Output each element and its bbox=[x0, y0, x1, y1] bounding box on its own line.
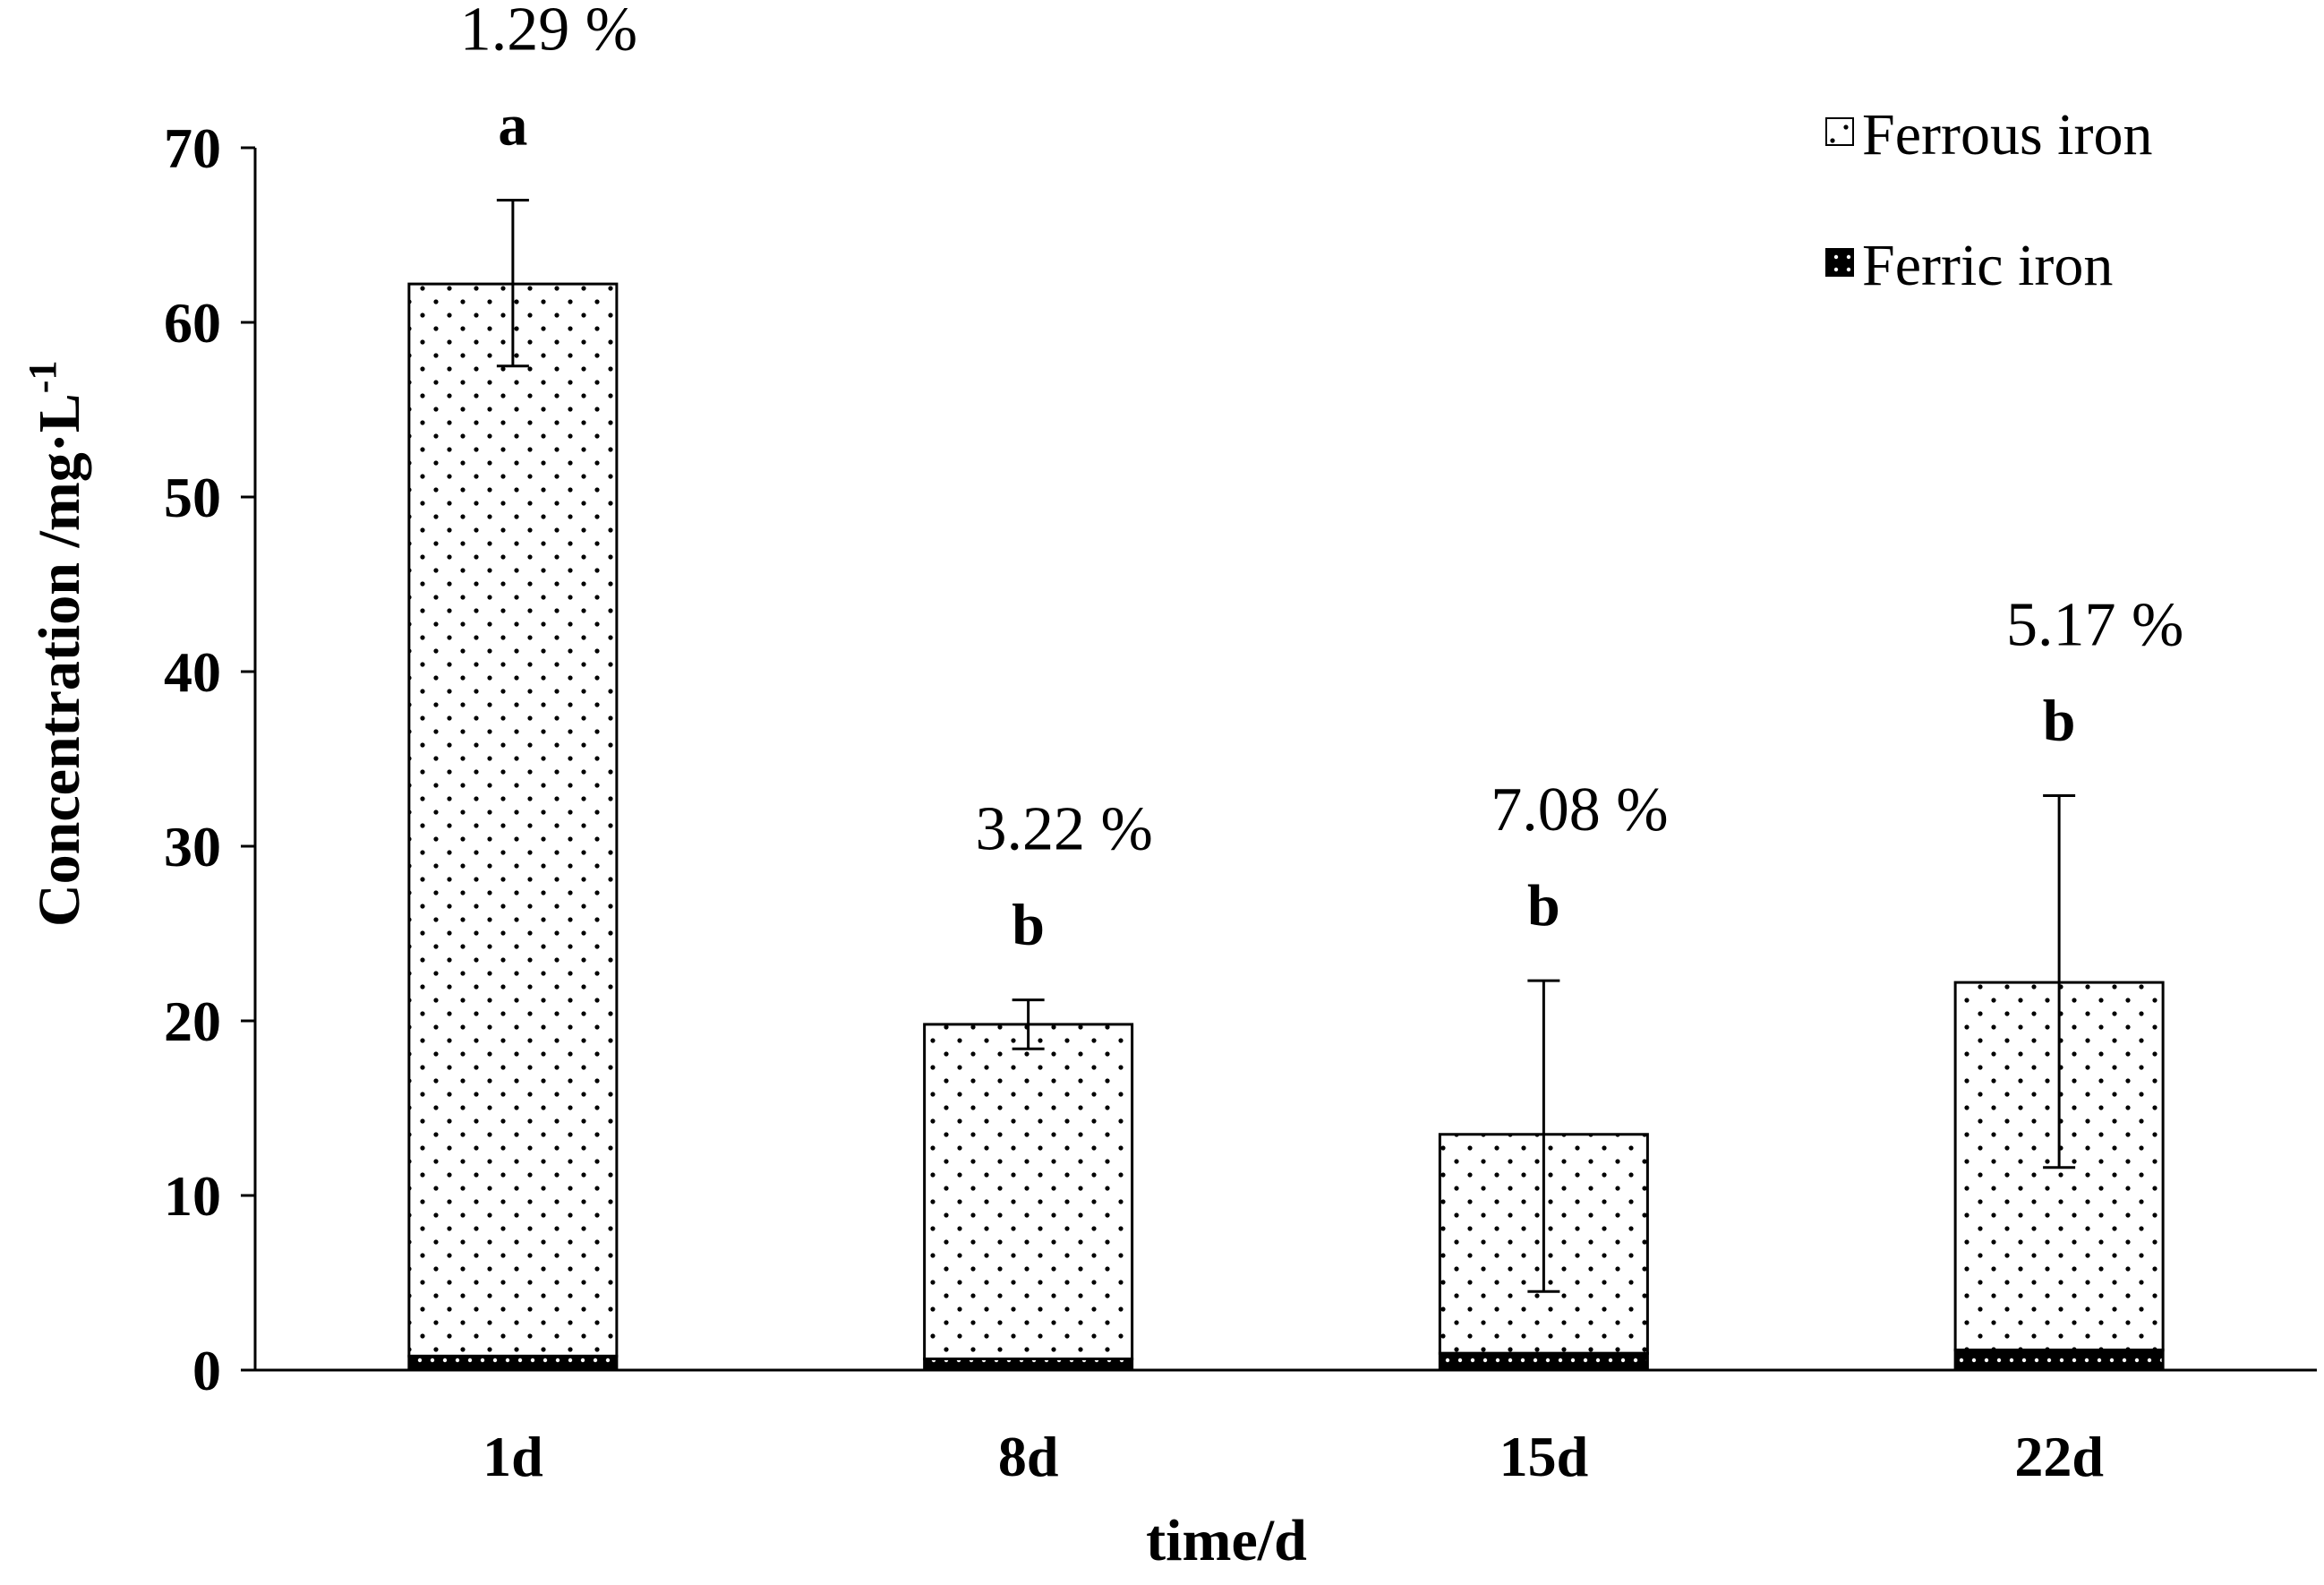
x-tick-label-1d: 1d bbox=[483, 1425, 543, 1488]
bar-ferrous-1d bbox=[407, 282, 619, 1358]
error-bar-8d bbox=[1012, 998, 1045, 1050]
significance-letter-8d: b bbox=[1012, 893, 1045, 958]
bar-ferric-22d bbox=[1953, 1349, 2165, 1372]
significance-letter-1d: a bbox=[498, 93, 527, 158]
percent-label-1d: 1.29 % bbox=[460, 0, 637, 64]
axes-layer: 0 10 20 30 40 50 60 70 bbox=[164, 116, 2317, 1402]
percent-label-8d: 3.22 % bbox=[975, 795, 1152, 864]
y-tick-label-0: 0 bbox=[192, 1339, 221, 1402]
y-tick-label-30: 30 bbox=[164, 815, 221, 878]
percent-label-22d: 5.17 % bbox=[2006, 590, 2183, 659]
y-axis-title-superscript: -1 bbox=[21, 361, 64, 394]
x-tick-label-22d: 22d bbox=[2014, 1425, 2104, 1488]
y-tick-label-50: 50 bbox=[164, 466, 221, 529]
bar-ferric-15d bbox=[1438, 1351, 1649, 1372]
y-axis-title-group: Concentration /mg·L-1 bbox=[21, 361, 92, 927]
bars-layer bbox=[407, 199, 2165, 1372]
error-bar-15d bbox=[1527, 979, 1560, 1293]
x-tick-label-8d: 8d bbox=[998, 1425, 1059, 1488]
x-tick-label-15d: 15d bbox=[1499, 1425, 1589, 1488]
legend: Ferrous iron Ferric iron bbox=[1825, 102, 2152, 298]
y-tick-label-60: 60 bbox=[164, 291, 221, 355]
percent-label-15d: 7.08 % bbox=[1491, 775, 1668, 844]
bar-ferric-8d bbox=[923, 1358, 1134, 1372]
legend-swatch-ferrous bbox=[1825, 117, 1854, 146]
significance-letter-22d: b bbox=[2043, 688, 2076, 753]
x-axis-title: time/d bbox=[1146, 1508, 1307, 1573]
y-tick-label-70: 70 bbox=[164, 116, 221, 180]
legend-label-ferric: Ferric iron bbox=[1862, 233, 2113, 298]
labels-layer: 1d a 1.29 % 8d b 3.22 % 15d b 7.08 % 22d b 5.17 % bbox=[460, 0, 2184, 1488]
significance-letter-15d: b bbox=[1527, 873, 1560, 938]
y-axis-title-main: Concentration /mg·L bbox=[27, 393, 92, 927]
y-tick-label-10: 10 bbox=[164, 1164, 221, 1228]
y-tick-label-20: 20 bbox=[164, 990, 221, 1053]
error-bar-22d bbox=[2043, 793, 2076, 1169]
legend-swatch-ferric bbox=[1825, 248, 1854, 277]
y-axis-title: Concentration /mg·L-1 bbox=[21, 361, 92, 927]
error-bar-1d bbox=[496, 199, 529, 368]
legend-label-ferrous: Ferrous iron bbox=[1862, 102, 2152, 167]
bar-ferrous-8d bbox=[923, 1023, 1134, 1361]
y-tick-label-40: 40 bbox=[164, 640, 221, 704]
bar-ferric-1d bbox=[407, 1354, 619, 1372]
